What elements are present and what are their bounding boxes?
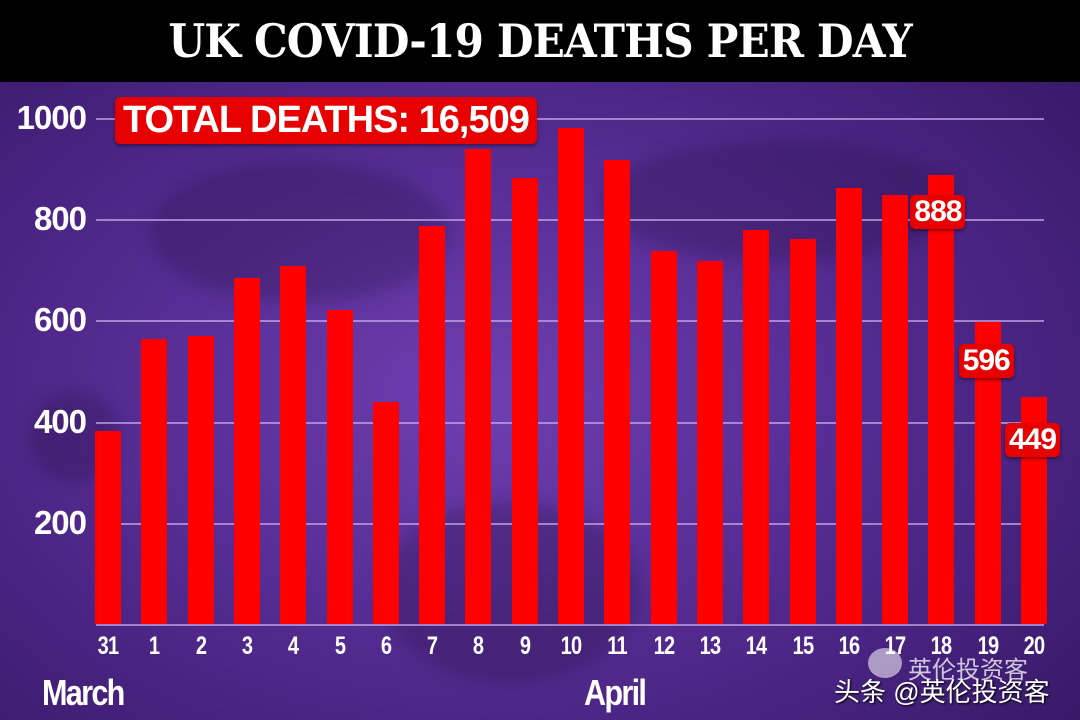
x-tick-label: 20 <box>1023 632 1045 660</box>
value-label: 888 <box>910 194 966 229</box>
x-tick-label: 3 <box>241 632 253 660</box>
bar <box>326 309 353 624</box>
x-tick-label: 12 <box>653 632 674 660</box>
chart-title: UK COVID-19 DEATHS PER DAY <box>168 14 912 68</box>
value-label: 449 <box>1005 422 1061 457</box>
x-tick-label: 18 <box>931 632 952 660</box>
x-tick-label: 6 <box>380 632 392 660</box>
gridline <box>96 118 1044 120</box>
bar <box>835 188 862 624</box>
x-tick-label: 19 <box>977 632 999 660</box>
bar <box>558 128 584 624</box>
watermark-ghost: 英伦投资客 <box>908 657 1028 684</box>
bar <box>928 174 955 624</box>
total-deaths-badge: TOTAL DEATHS: 16,509 <box>115 97 537 144</box>
x-tick-label: 11 <box>607 632 628 660</box>
y-tick-label: 600 <box>33 301 87 339</box>
bar <box>233 277 260 624</box>
x-tick-label: 8 <box>473 632 484 660</box>
x-tick-label: 15 <box>792 632 813 660</box>
bar <box>650 251 677 624</box>
x-tick-label: 4 <box>288 632 299 660</box>
watermark: 头条 @英伦投资客 <box>834 677 1050 707</box>
bar <box>187 336 214 624</box>
x-tick-label: 10 <box>560 632 582 660</box>
value-label: 596 <box>958 344 1014 379</box>
y-tick-label: 1000 <box>16 99 87 136</box>
x-tick-label: 2 <box>195 632 206 660</box>
month-label-april: April <box>584 672 647 713</box>
x-tick-label: 14 <box>745 632 767 660</box>
x-tick-label: 1 <box>149 632 160 660</box>
y-tick-label: 200 <box>33 503 87 541</box>
x-tick-label: 9 <box>519 632 531 660</box>
bar <box>511 178 538 624</box>
bar <box>372 401 399 624</box>
bar <box>882 195 909 624</box>
x-tick-label: 5 <box>334 632 345 660</box>
x-tick-label: 13 <box>699 632 721 660</box>
month-label-march: March <box>42 672 125 713</box>
x-tick-label: 31 <box>97 632 119 660</box>
wechat-icon <box>868 648 902 678</box>
bar <box>696 261 723 624</box>
bar <box>419 226 446 624</box>
bar <box>604 159 631 624</box>
bar <box>789 238 816 624</box>
title-bar: UK COVID-19 DEATHS PER DAY <box>0 0 1080 82</box>
bar <box>95 431 121 624</box>
baseline <box>96 624 1044 626</box>
bar <box>280 265 307 624</box>
y-tick-label: 800 <box>33 200 87 238</box>
bar <box>743 230 770 624</box>
bar <box>141 339 168 624</box>
bar <box>465 149 492 624</box>
y-tick-label: 400 <box>33 402 87 440</box>
x-tick-label: 16 <box>838 632 860 660</box>
x-tick-label: 7 <box>426 632 438 660</box>
